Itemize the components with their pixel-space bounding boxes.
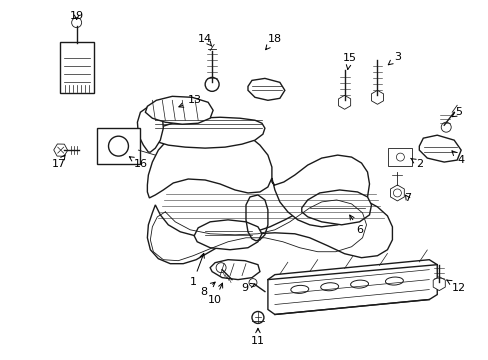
Ellipse shape — [350, 280, 368, 288]
Polygon shape — [147, 125, 271, 198]
Text: 6: 6 — [349, 215, 362, 235]
Text: 10: 10 — [208, 283, 222, 305]
Polygon shape — [148, 117, 264, 148]
Ellipse shape — [290, 285, 308, 293]
Text: 18: 18 — [265, 33, 282, 50]
Text: 7: 7 — [403, 193, 410, 203]
FancyBboxPatch shape — [60, 41, 93, 93]
Text: 11: 11 — [250, 328, 264, 346]
Polygon shape — [247, 78, 285, 100]
Text: 14: 14 — [198, 33, 212, 46]
Text: 1: 1 — [189, 253, 204, 287]
Polygon shape — [145, 96, 213, 124]
Text: 8: 8 — [200, 282, 215, 297]
Text: 17: 17 — [52, 155, 66, 169]
Text: 15: 15 — [342, 54, 356, 69]
Text: 3: 3 — [387, 53, 400, 65]
Polygon shape — [147, 197, 392, 264]
Text: 16: 16 — [129, 157, 147, 169]
Ellipse shape — [385, 277, 403, 285]
Polygon shape — [210, 260, 260, 280]
Text: 5: 5 — [451, 107, 462, 117]
Text: 19: 19 — [69, 11, 83, 21]
Text: 9: 9 — [241, 283, 254, 293]
Polygon shape — [301, 190, 371, 225]
Ellipse shape — [320, 283, 338, 291]
Text: 13: 13 — [179, 95, 202, 107]
Text: 12: 12 — [446, 280, 465, 293]
FancyBboxPatch shape — [387, 148, 411, 166]
Polygon shape — [419, 135, 460, 162]
Polygon shape — [267, 260, 436, 315]
FancyBboxPatch shape — [96, 128, 140, 164]
Polygon shape — [271, 155, 369, 227]
Text: 2: 2 — [410, 158, 422, 169]
Polygon shape — [137, 107, 163, 152]
Text: 4: 4 — [451, 151, 464, 165]
Polygon shape — [194, 220, 262, 250]
